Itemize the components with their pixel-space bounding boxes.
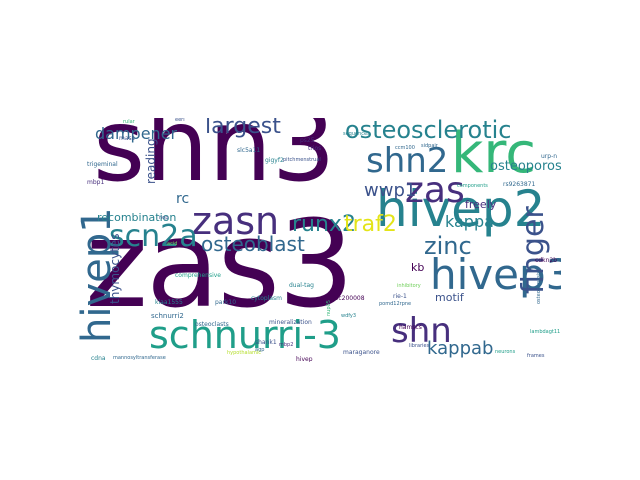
word-hypothalamic: hypothalamic	[227, 350, 262, 356]
word-rc: rc	[176, 191, 190, 207]
word-ccm100: ccm100	[395, 145, 415, 151]
word-nop: nop	[159, 215, 169, 221]
word-zinc: zinc	[424, 232, 472, 260]
word-osteoporosis: osteoporosis	[490, 159, 561, 174]
word-zasn: zasn	[192, 199, 280, 243]
word-cytoplasm: cytoplasm	[251, 295, 282, 302]
word-thymocytes: thymocytes	[108, 233, 122, 304]
word-hamscs: hamscs	[399, 324, 422, 331]
word-slc5a11: slc5a11	[237, 147, 261, 154]
word-osteosclerotic: osteosclerotic	[345, 118, 512, 144]
word-kiaa1555: kiaa1555	[155, 299, 183, 306]
word-shank1: shank1	[255, 339, 277, 346]
word-pomd12rpne: pomd12rpne	[379, 301, 412, 307]
word-loc200008: loc200008	[333, 295, 365, 302]
word-sequences: sequences	[343, 131, 370, 137]
word-osteogenesis: osteogenesis	[536, 271, 542, 304]
word-cloud: shn3 zas3 krc hivep2 hivep3 hivep1 schnu…	[79, 118, 561, 362]
word-krc: krc	[451, 121, 537, 186]
word-zas3: zas3	[85, 196, 354, 335]
word-cdna: cdna	[91, 355, 106, 362]
word-wwp1: wwp1	[364, 180, 417, 201]
word-mineralization: mineralization	[269, 319, 312, 326]
word-largest: largest	[205, 118, 281, 139]
word-freely: freely	[465, 198, 497, 211]
word-kb: kb	[411, 261, 425, 274]
word-rie-1: rie-1	[393, 293, 407, 300]
word-osteoblast: osteoblast	[201, 232, 305, 256]
word-schnurri2: schnurri2	[151, 312, 184, 320]
word-mbp1: mbp1	[87, 179, 105, 186]
word-lambdagt11: lambdagt11	[530, 329, 561, 335]
word-nup05: nup05	[326, 300, 332, 316]
word-cdkn2b: cdkn2b	[535, 257, 558, 264]
word-gigyf2: gigyf2	[265, 157, 284, 164]
word-dampener: dampener	[95, 124, 178, 143]
word-urp-n: urp-n	[541, 153, 558, 160]
word-inhibitory: inhibitory	[397, 283, 421, 289]
word-neurons: neurons	[495, 349, 516, 355]
word-zas: zas	[405, 170, 465, 211]
word-runx2: runx2	[292, 212, 356, 237]
word-recombination: recombination	[97, 211, 177, 224]
word-hivep2: hivep2	[376, 180, 546, 238]
word-ps25: ps25	[300, 137, 315, 144]
word-eeri: eeri	[175, 118, 185, 123]
word-schnurri3: schnurri-3	[149, 313, 341, 357]
word-frames: frames	[527, 353, 545, 359]
word-trigeminal: trigeminal	[87, 161, 118, 168]
word-components: components	[457, 183, 488, 189]
word-rs9263871: rs9263871	[503, 181, 536, 188]
word-rular: rular	[123, 119, 135, 125]
word-reading: reading	[144, 138, 158, 184]
word-libraries: libraries	[409, 343, 430, 349]
word-pitchmenstrual: pitchmenstrual	[283, 157, 321, 163]
word-kappab: kappab	[427, 338, 494, 359]
word-scn2a: scn2a	[109, 219, 198, 254]
word-wdfy3: wdfy3	[341, 313, 357, 319]
word-maraganore: maraganore	[343, 349, 380, 356]
word-sidpair: sidpair	[421, 143, 438, 149]
word-dual-tag: dual-tag	[289, 282, 314, 289]
word-traf2: traf2	[344, 212, 397, 237]
word-park10: park10	[215, 299, 237, 306]
word-mass: mass	[119, 135, 135, 142]
word-motif: motif	[435, 291, 464, 304]
word-agp: agp	[255, 347, 265, 353]
word-osteoclasts: osteoclasts	[195, 321, 229, 328]
word-acid: acid	[167, 241, 178, 247]
word-trios: trios	[308, 145, 322, 152]
word-shn3: shn3	[93, 118, 336, 204]
word-shn2: shn2	[366, 141, 449, 181]
word-mbp2: mbp2	[279, 342, 294, 348]
word-hivep3: hivep3	[430, 250, 561, 299]
word-shn: shn	[391, 311, 452, 351]
word-kappa: kappa	[445, 212, 494, 231]
word-comprehensive: comprehensive	[175, 272, 221, 279]
word-mannosyltransferase: mannosyltransferase	[113, 355, 166, 361]
word-hivep: hivep	[296, 356, 313, 363]
word-finger: finger	[516, 206, 551, 294]
